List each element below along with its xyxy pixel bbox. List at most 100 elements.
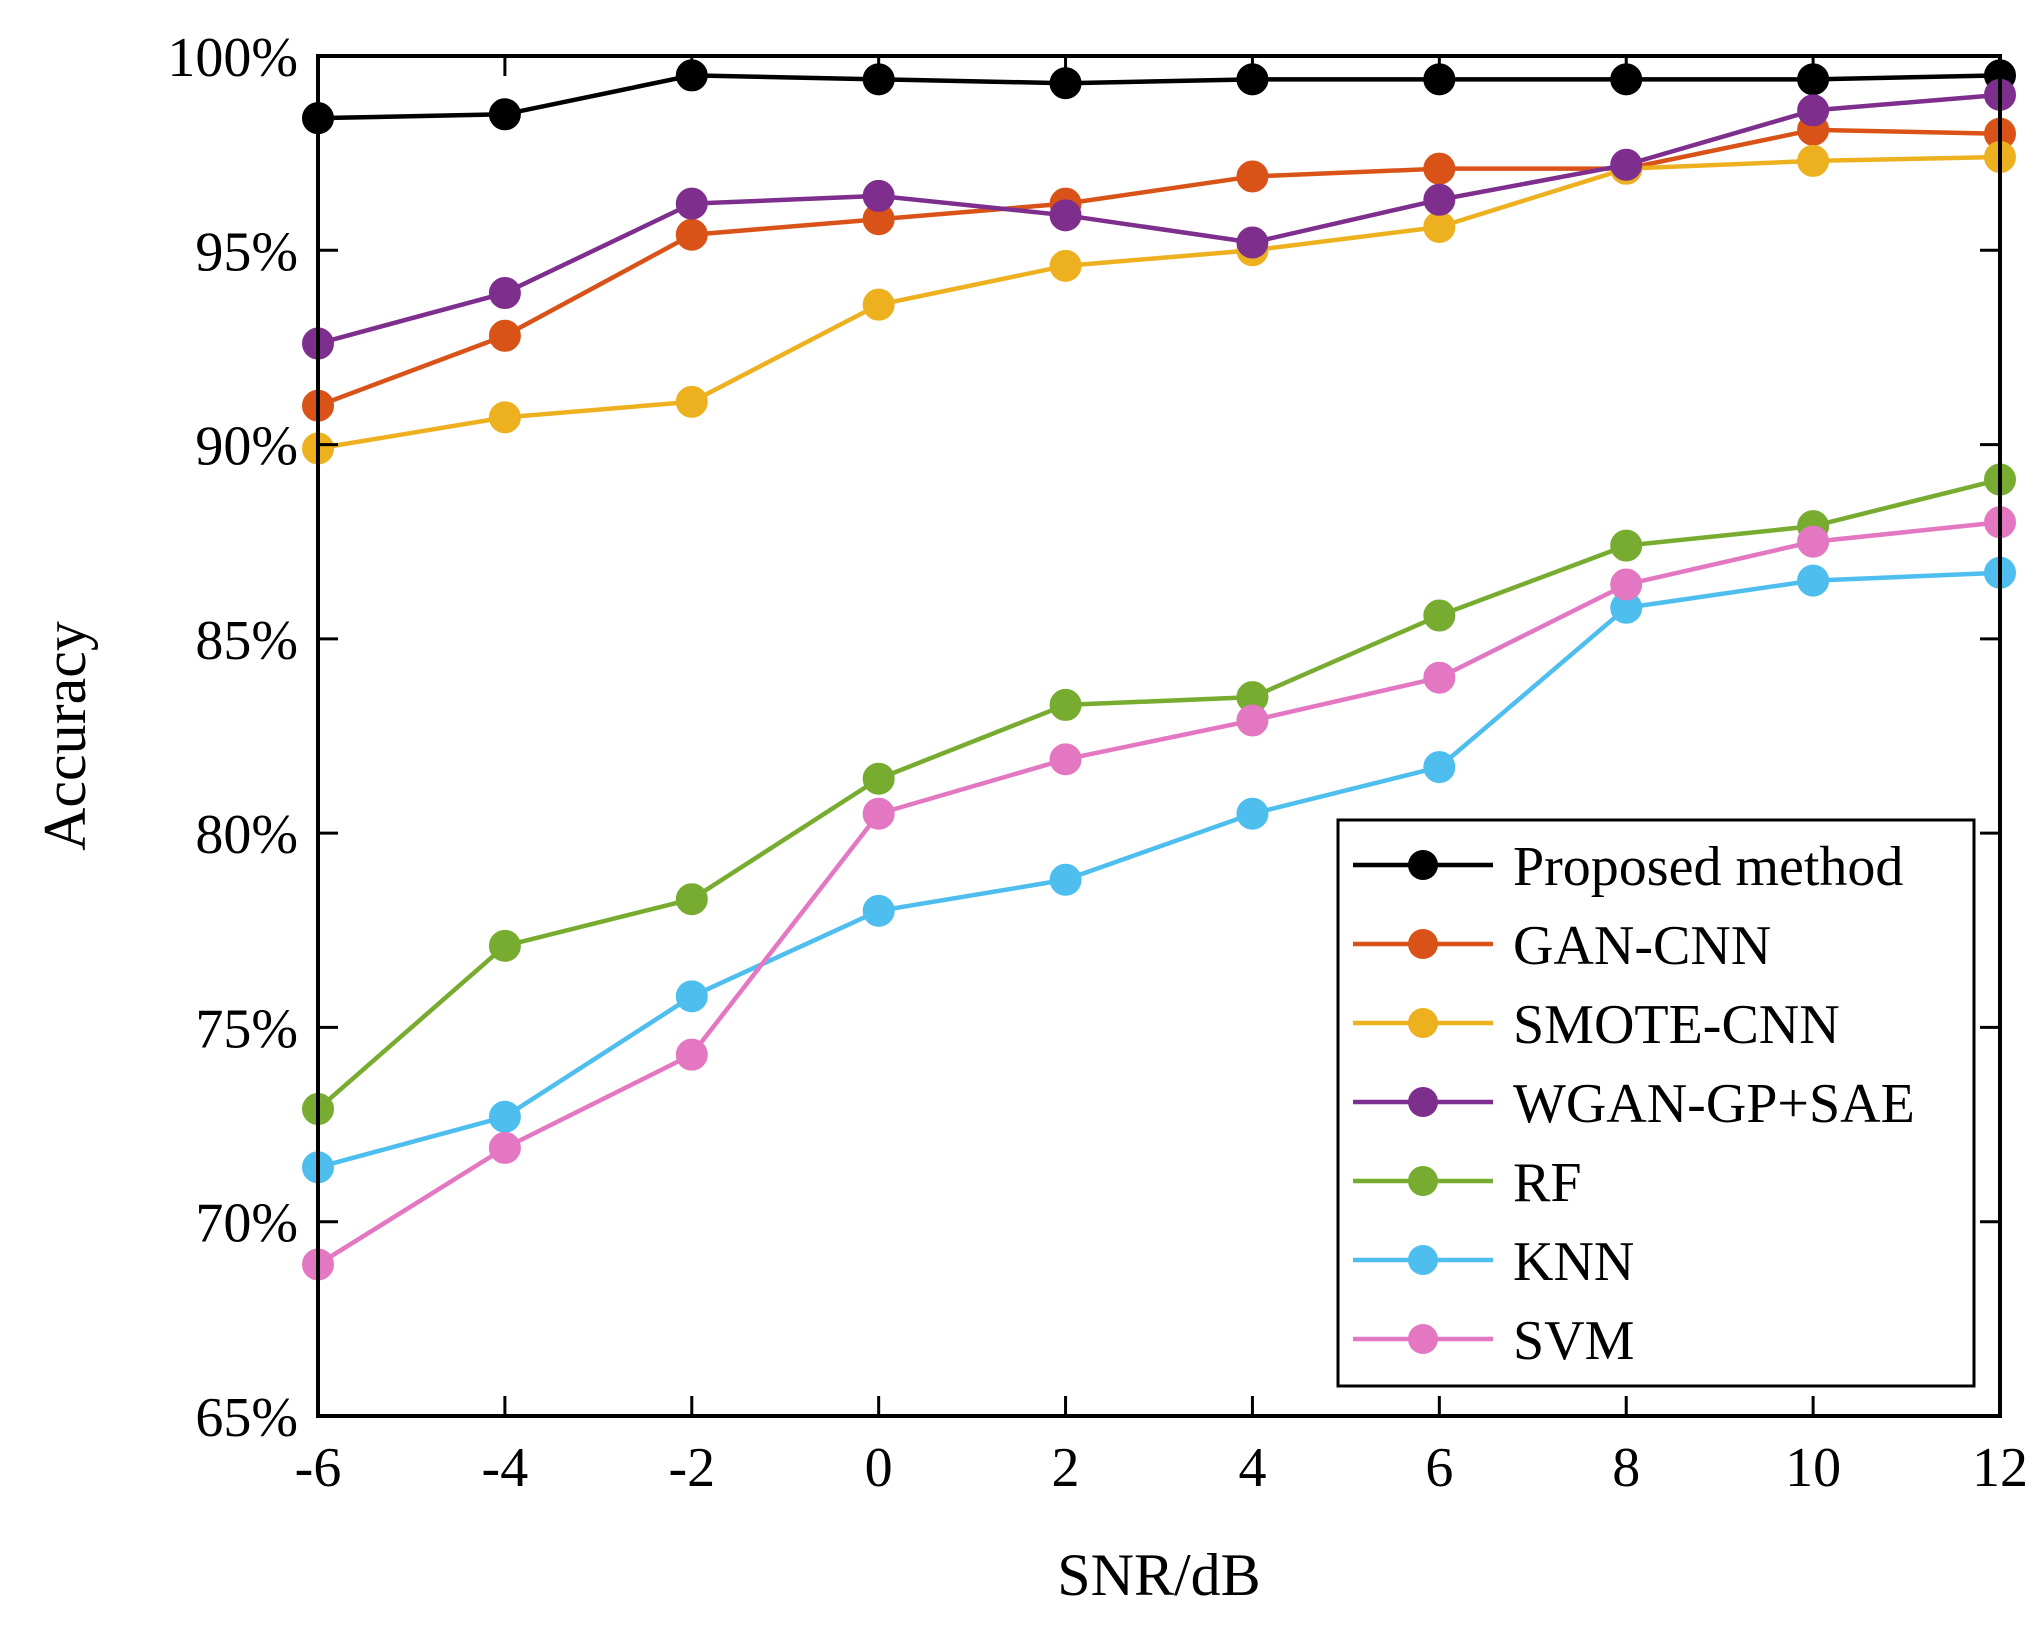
data-point xyxy=(1610,529,1643,562)
data-point xyxy=(1049,743,1082,776)
series-gan-cnn xyxy=(302,113,2016,422)
data-point xyxy=(862,894,895,927)
legend-label: SVM xyxy=(1513,1310,1634,1372)
y-tick-label: 65% xyxy=(195,1387,298,1449)
data-point xyxy=(675,980,708,1013)
series-line xyxy=(317,154,2001,451)
legend-marker xyxy=(1408,929,1438,959)
data-point xyxy=(862,797,895,830)
x-tick-label: 8 xyxy=(1612,1437,1640,1499)
series-line xyxy=(317,73,2001,121)
x-tick-label: 6 xyxy=(1425,1437,1453,1499)
plot-frame xyxy=(316,54,2002,1418)
data-point xyxy=(1236,160,1269,193)
data-point xyxy=(1423,599,1456,632)
data-point xyxy=(675,218,708,251)
series-line xyxy=(316,477,2001,1111)
data-point xyxy=(1049,863,1082,896)
data-point xyxy=(1049,688,1082,721)
data-point xyxy=(488,1100,521,1133)
x-tick-label: -6 xyxy=(295,1437,342,1499)
data-point xyxy=(675,1038,708,1071)
series-line xyxy=(317,127,2001,408)
data-point xyxy=(1049,249,1082,282)
legend: Proposed method GAN-CNN SMOTE-CNN WGAN-GP+S… xyxy=(1336,818,1976,1388)
data-point xyxy=(488,401,521,434)
data-point xyxy=(1797,564,1830,597)
legend-item: SVM xyxy=(1353,1310,1634,1372)
data-point xyxy=(1610,568,1643,601)
data-point xyxy=(1049,199,1082,232)
x-tick-label: -4 xyxy=(482,1437,529,1499)
legend-item: SMOTE-CNN xyxy=(1353,994,1840,1056)
data-point xyxy=(1236,797,1269,830)
data-point xyxy=(488,277,521,310)
series-rf xyxy=(302,463,2016,1126)
series-wgan-gp-sae xyxy=(302,78,2016,360)
data-point xyxy=(675,385,708,418)
x-tick-label: 0 xyxy=(865,1437,893,1499)
data-point xyxy=(1423,661,1456,694)
x-tick-label: 4 xyxy=(1238,1437,1266,1499)
legend-label: RF xyxy=(1513,1152,1582,1214)
data-point xyxy=(862,288,895,321)
data-point xyxy=(1797,94,1830,127)
legend-marker xyxy=(1408,1087,1438,1117)
data-point xyxy=(488,98,521,131)
legend-item: RF xyxy=(1353,1152,1582,1214)
legend-label: WGAN-GP+SAE xyxy=(1513,1073,1915,1135)
series-knn xyxy=(302,556,2016,1184)
y-axis-label: Accuracy xyxy=(32,621,98,851)
series-svm xyxy=(302,506,2016,1281)
data-point xyxy=(1610,148,1643,181)
legend-label: SMOTE-CNN xyxy=(1513,994,1840,1056)
legend-item: KNN xyxy=(1353,1231,1634,1293)
y-tick-label: 75% xyxy=(195,998,298,1060)
legend-label: GAN-CNN xyxy=(1513,915,1771,977)
legend-item: Proposed method xyxy=(1353,836,1903,898)
data-point xyxy=(1797,144,1830,177)
data-point xyxy=(1423,152,1456,185)
data-point xyxy=(1797,525,1830,558)
y-tick-label: 100% xyxy=(167,27,298,89)
data-point xyxy=(488,1131,521,1164)
series-line xyxy=(317,92,2001,346)
x-tick-label: 2 xyxy=(1052,1437,1080,1499)
data-point xyxy=(488,929,521,962)
data-point xyxy=(1423,210,1456,243)
data-point xyxy=(1236,704,1269,737)
axis-ticks: -6 -4 -2 0 2 4 6 8 10 12 65% 70% 75% 80% 85% 90% 95% 100% xyxy=(167,27,2028,1499)
data-point xyxy=(1236,226,1269,259)
legend-label: KNN xyxy=(1513,1231,1634,1293)
y-tick-label: 95% xyxy=(195,221,298,283)
y-tick-label: 70% xyxy=(195,1193,298,1255)
legend-item: WGAN-GP+SAE xyxy=(1353,1073,1915,1135)
legend-marker xyxy=(1408,1166,1438,1196)
legend-marker xyxy=(1408,1324,1438,1354)
y-tick-label: 90% xyxy=(195,416,298,478)
data-point xyxy=(1423,183,1456,216)
legend-label: Proposed method xyxy=(1513,836,1903,898)
y-tick-label: 80% xyxy=(195,804,298,866)
data-point xyxy=(862,762,895,795)
x-tick-label: 12 xyxy=(1972,1437,2028,1499)
series-line xyxy=(317,570,2001,1170)
plot-layer xyxy=(302,59,2016,1281)
data-point xyxy=(488,319,521,352)
data-point xyxy=(675,883,708,916)
x-tick-label: -2 xyxy=(668,1437,715,1499)
x-axis-label: SNR/dB xyxy=(1057,1542,1260,1608)
legend-item: GAN-CNN xyxy=(1353,915,1771,977)
series-line xyxy=(316,520,2001,1267)
data-point xyxy=(862,179,895,212)
legend-marker xyxy=(1408,1008,1438,1038)
data-point xyxy=(675,187,708,220)
y-tick-label: 85% xyxy=(195,610,298,672)
legend-marker xyxy=(1408,850,1438,880)
data-point xyxy=(1423,751,1456,784)
series-proposed-method xyxy=(302,59,2016,135)
legend-marker xyxy=(1408,1245,1438,1275)
x-tick-label: 10 xyxy=(1785,1437,1841,1499)
